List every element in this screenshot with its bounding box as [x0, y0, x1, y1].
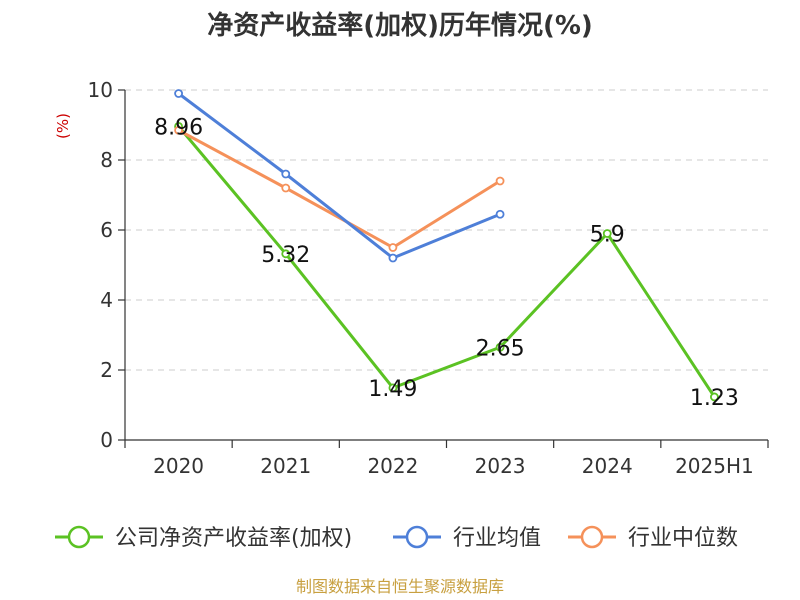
data-point	[602, 229, 612, 238]
legend-swatch-marker	[580, 525, 604, 549]
data-point	[388, 383, 398, 393]
y-axis-unit-label: (%)	[54, 113, 72, 139]
series-group	[174, 89, 719, 402]
legend-swatch-marker	[67, 525, 91, 549]
y-tick-label: 0	[100, 428, 113, 452]
data-label: 1.49	[368, 377, 417, 402]
y-tick-label: 8	[100, 148, 113, 172]
data-point	[281, 183, 291, 193]
series-line	[177, 92, 501, 260]
x-tick-label: 2025H1	[675, 454, 754, 478]
legend: 公司净资产收益率(加权) 行业均值 行业中位数	[55, 525, 738, 551]
legend-swatch-marker	[405, 525, 429, 549]
data-point	[281, 249, 291, 259]
x-tick-label: 2022	[367, 454, 418, 478]
data-point	[495, 209, 505, 219]
axes	[124, 90, 768, 441]
legend-label: 行业中位数	[628, 526, 738, 551]
x-tick-label: 2020	[153, 454, 204, 478]
x-tick-label: 2023	[475, 454, 526, 478]
data-point	[174, 125, 183, 135]
y-tick-label: 10	[88, 78, 113, 102]
y-tick-label: 2	[100, 358, 113, 382]
data-point	[495, 176, 505, 186]
y-tick-label: 6	[100, 218, 113, 242]
legend-label: 行业均值	[453, 526, 541, 551]
data-point	[174, 89, 183, 98]
data-label: 2.65	[476, 336, 525, 361]
x-axis-ticks: 2020 2021 2022 2023 2024 2025H1	[124, 440, 769, 478]
data-label: 8.96	[154, 115, 203, 140]
data-point	[495, 342, 505, 352]
data-point	[281, 169, 291, 179]
data-labels: 8.96 5.32 1.49 2.65 5.9 1.23	[154, 115, 739, 411]
data-label: 1.23	[690, 386, 739, 411]
legend-label: 公司净资产收益率(加权)	[115, 526, 352, 551]
x-tick-label: 2021	[260, 454, 311, 478]
data-label: 5.32	[261, 243, 310, 268]
y-axis-ticks: 0 2 4 6 8 10	[88, 78, 125, 452]
data-label: 5.9	[590, 223, 625, 248]
data-point	[710, 392, 719, 402]
data-point	[388, 243, 398, 252]
series-line	[177, 125, 716, 398]
y-tick-label: 4	[100, 288, 113, 312]
x-tick-label: 2024	[582, 454, 633, 478]
grid-lines	[125, 89, 768, 371]
source-note: 制图数据来自恒生聚源数据库	[296, 577, 504, 596]
chart-title: 净资产收益率(加权)历年情况(%)	[207, 10, 593, 41]
data-point	[388, 253, 398, 263]
